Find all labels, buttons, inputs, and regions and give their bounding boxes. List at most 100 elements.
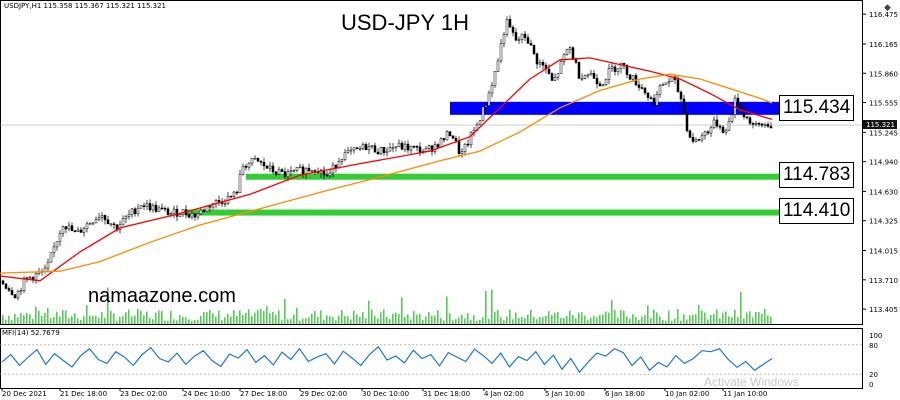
volume-bar (758, 312, 760, 324)
time-tick-label: 5 Jan 10:00 (545, 390, 585, 398)
candle-body (625, 64, 629, 75)
chart-title: USD-JPY 1H (341, 10, 469, 35)
volume-bar (41, 315, 43, 324)
volume-bar (539, 317, 541, 324)
candle-body (169, 213, 173, 215)
candle-body (754, 123, 758, 125)
candle-body (178, 214, 182, 217)
volume-bar (542, 317, 544, 324)
candle-body (133, 208, 137, 215)
candle-body (697, 139, 701, 141)
volume-bar (317, 316, 319, 324)
candle-body (1, 280, 5, 285)
volume-bar (707, 319, 709, 324)
price-tick-label: 114.630 (869, 188, 898, 196)
time-tick-label: 27 Dec 18:00 (240, 390, 287, 398)
candle-body (145, 203, 149, 207)
volume-bar (233, 310, 235, 324)
candle-body (490, 85, 494, 94)
candle-body (91, 222, 95, 225)
candle-body (388, 147, 392, 152)
volume-bar (11, 320, 13, 324)
volume-bar (290, 318, 292, 324)
volume-bar (428, 311, 430, 324)
volume-bar (38, 310, 40, 324)
volume-bar (95, 315, 97, 324)
volume-bar (338, 315, 340, 324)
candle-body (262, 161, 266, 167)
candle-body (190, 213, 194, 218)
candle-body (400, 142, 404, 150)
volume-bar (524, 317, 526, 324)
volume-bar (695, 314, 697, 324)
volume-bar (284, 298, 286, 324)
time-tick-label: 29 Dec 02:00 (300, 390, 347, 398)
volume-bar (53, 317, 55, 324)
candle-body (160, 207, 164, 210)
candle-body (430, 145, 434, 152)
candle-body (574, 59, 578, 63)
volume-bar (512, 319, 514, 324)
volume-bar (260, 309, 262, 324)
volume-bar (608, 312, 610, 324)
volume-bar (422, 319, 424, 324)
candle-body (49, 252, 53, 263)
volume-bar (281, 320, 283, 324)
volume-bar (323, 319, 325, 324)
volume-bar (182, 316, 184, 324)
candle-body (232, 191, 236, 197)
volume-bar (563, 317, 565, 324)
volume-bar (56, 311, 58, 324)
candle-body (715, 119, 719, 127)
price-tick-label: 115.860 (869, 70, 898, 78)
volume-bar (173, 319, 175, 324)
level-label-3: 114.410 (779, 198, 855, 224)
volume-bar (302, 318, 304, 324)
candle-body (55, 241, 59, 248)
volume-bar (653, 309, 655, 324)
volume-bar (593, 315, 595, 324)
volume-bar (164, 320, 166, 324)
level-label-1: 115.434 (779, 95, 855, 121)
candle-body (727, 121, 731, 131)
mfi-tick-label: 100 (869, 332, 882, 340)
candle-body (688, 130, 692, 138)
volume-bar (614, 309, 616, 324)
volume-bar (59, 316, 61, 324)
candle-body (748, 117, 752, 124)
volume-bar (644, 314, 646, 324)
volume-bar (107, 287, 109, 324)
volume-bar (464, 318, 466, 324)
volume-bar (143, 315, 145, 324)
candle-body (586, 74, 590, 77)
moving-average-line-1 (0, 57, 773, 282)
volume-bar (452, 320, 454, 324)
mfi-pane-frame (0, 328, 863, 389)
chart-corner-icon[interactable]: ◆ (884, 3, 891, 13)
volume-bar (620, 310, 622, 324)
volume-bar (254, 312, 256, 324)
candle-body (310, 170, 314, 172)
volume-bar (83, 316, 85, 324)
price-tick-label: 114.940 (869, 159, 898, 167)
candle-body (76, 229, 80, 233)
candle-body (616, 68, 620, 72)
candle-body (769, 126, 773, 129)
volume-bar (110, 310, 112, 324)
volume-bar (560, 317, 562, 324)
price-tick-label: 115.245 (869, 129, 898, 137)
candle-body (241, 165, 245, 175)
volume-bar (572, 315, 574, 324)
volume-bar (746, 312, 748, 324)
volume-bar (14, 313, 16, 324)
candle-body (655, 93, 659, 106)
volume-bar (728, 316, 730, 324)
candle-body (424, 147, 428, 152)
volume-bar (503, 320, 505, 324)
candle-body (130, 208, 134, 215)
candle-body (286, 171, 290, 178)
volume-bar (569, 310, 571, 324)
candle-body (451, 135, 455, 139)
volume-bar (212, 313, 214, 324)
volume-bar (8, 315, 10, 324)
